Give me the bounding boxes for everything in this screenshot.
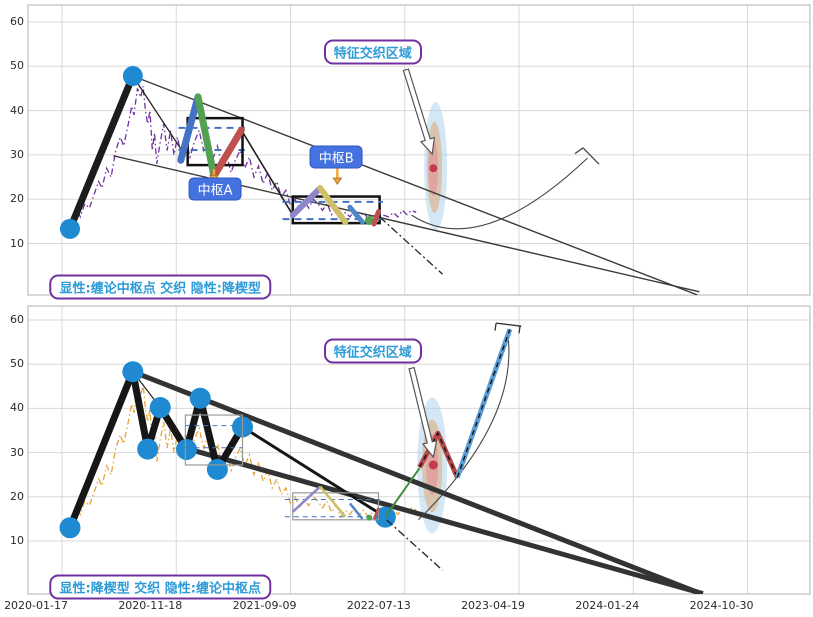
caption-bottom-chart: 显性:降楔型 交织 隐性:缠论中枢点 [49,574,271,600]
pivot-marker [176,439,198,461]
y-tick-label: 40 [10,401,24,415]
pivot-marker [149,397,171,419]
data-point-marker [364,215,374,225]
y-tick-label: 30 [10,147,24,161]
y-tick-label: 40 [10,103,24,117]
caption-top-chart: 显性:缠论中枢点 交织 隐性:降楔型 [49,274,271,300]
pivot-marker [189,387,211,409]
y-tick-label: 10 [10,236,24,250]
feature-zone-label-bottom: 特征交织区域 [323,338,422,364]
plot-top [59,66,700,295]
grid-top [27,4,811,296]
pivot-b-label: 中枢B [309,145,363,169]
y-tick-label: 50 [10,59,24,73]
x-tick-label: 2023-04-19 [461,599,525,612]
white-arrow-icon [408,366,438,459]
y-tick-label: 20 [10,192,24,206]
white-arrow-icon [402,68,436,156]
x-tick-label: 2020-01-17 [4,599,68,612]
plot-bottom [59,322,704,594]
feature-zone-label-top: 特征交织区域 [323,39,422,65]
x-tick-label: 2021-09-09 [232,599,297,612]
data-point-marker [59,218,80,239]
orange-arrow-icon [332,177,343,186]
pivot-marker [122,361,144,383]
data-point-marker [122,66,143,87]
data-point-marker [366,514,373,521]
x-tick-label: 2022-07-13 [346,599,411,612]
pivot-marker [206,458,228,480]
data-point-marker [428,460,438,470]
y-tick-label: 20 [10,489,24,503]
x-tick-label: 2024-01-24 [575,599,640,612]
y-tick-label: 60 [10,313,24,326]
x-tick-label: 2024-10-30 [689,599,754,612]
data-point-marker [429,164,438,173]
pivot-marker [137,438,159,460]
y-tick-label: 60 [10,15,24,28]
y-tick-label: 30 [10,445,24,459]
pivot-a-label: 中枢A [188,177,242,201]
y-tick-label: 50 [10,357,24,371]
y-tick-label: 10 [10,534,24,547]
pivot-marker [59,517,81,539]
x-tick-label: 2020-11-18 [118,599,183,612]
pivot-marker [374,506,396,528]
